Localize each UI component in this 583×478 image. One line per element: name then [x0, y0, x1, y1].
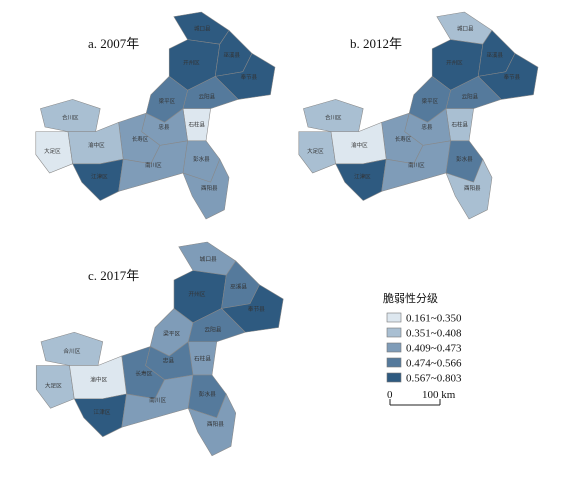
region-label: 合川区: [62, 114, 79, 122]
legend-title: 脆弱性分级: [383, 291, 438, 305]
region-label: 南川区: [145, 161, 162, 169]
region-label: 巫溪县: [223, 51, 240, 59]
region-label: 江津区: [91, 174, 108, 181]
region-label: 开州区: [446, 59, 463, 66]
legend-swatch: [386, 342, 402, 353]
region: [445, 158, 493, 220]
legend-swatch: [386, 372, 402, 383]
legend-label: 0.474~0.566: [406, 358, 462, 370]
region-label: 大足区: [44, 147, 61, 155]
region-label: 彭水县: [199, 390, 216, 398]
region-label: 梁平区: [163, 330, 180, 338]
legend-swatch: [386, 357, 402, 368]
region-label: 合川区: [63, 347, 80, 355]
region-label: 忠县: [158, 123, 170, 131]
region-label: 酉阳县: [464, 184, 481, 192]
region-label: 云阳县: [199, 92, 216, 100]
region-label: 大足区: [45, 381, 62, 389]
panel-label: a. 2007年: [88, 36, 139, 51]
region-label: 石柱县: [194, 354, 211, 362]
region-label: 南川区: [149, 396, 166, 404]
region-label: 江津区: [354, 174, 371, 181]
region-label: 云阳县: [462, 92, 479, 100]
region: [35, 131, 73, 174]
region-label: 彭水县: [193, 155, 210, 163]
scale-start: 0: [387, 389, 393, 401]
legend-swatch: [386, 327, 402, 338]
region-label: 开州区: [188, 291, 205, 298]
region-label: 城口县: [200, 256, 217, 263]
region-label: 石柱县: [189, 121, 206, 129]
region-label: 梁平区: [159, 97, 176, 105]
legend-label: 0.351~0.408: [406, 328, 462, 340]
region-label: 渝中区: [90, 376, 107, 384]
region-label: 云阳县: [204, 325, 221, 333]
region-label: 酉阳县: [207, 420, 224, 428]
region-label: 城口县: [194, 25, 211, 32]
panel-label: c. 2017年: [88, 268, 139, 283]
region-label: 长寿区: [132, 135, 149, 143]
region-label: 巫溪县: [230, 283, 247, 291]
legend-swatch: [386, 312, 402, 323]
region-label: 奉节县: [248, 305, 265, 313]
region-label: 渝中区: [351, 141, 368, 149]
region-label: 南川区: [408, 161, 425, 169]
region: [182, 158, 230, 220]
region-label: 江津区: [93, 409, 110, 416]
region-label: 彭水县: [456, 155, 473, 163]
legend-label: 0.567~0.803: [406, 373, 462, 385]
region-label: 合川区: [325, 114, 342, 122]
region: [187, 393, 237, 457]
region-label: 渝中区: [88, 141, 105, 149]
scale-end: 100 km: [422, 389, 456, 401]
legend-label: 0.409~0.473: [406, 343, 462, 355]
region-label: 开州区: [183, 59, 200, 66]
legend-label: 0.161~0.350: [406, 313, 462, 325]
region-label: 大足区: [307, 147, 324, 155]
region-label: 长寿区: [395, 135, 412, 143]
region-label: 梁平区: [422, 97, 439, 105]
region-label: 酉阳县: [201, 184, 218, 192]
region-label: 石柱县: [452, 121, 469, 129]
panel-label: b. 2012年: [350, 36, 402, 51]
region-label: 忠县: [421, 123, 433, 131]
region-label: 忠县: [163, 357, 175, 365]
region-label: 巫溪县: [486, 51, 503, 59]
region: [35, 365, 75, 409]
region-label: 奉节县: [241, 73, 258, 81]
region-label: 奉节县: [504, 73, 521, 81]
region: [298, 131, 336, 174]
region-label: 长寿区: [135, 369, 152, 377]
region-label: 城口县: [457, 25, 474, 32]
